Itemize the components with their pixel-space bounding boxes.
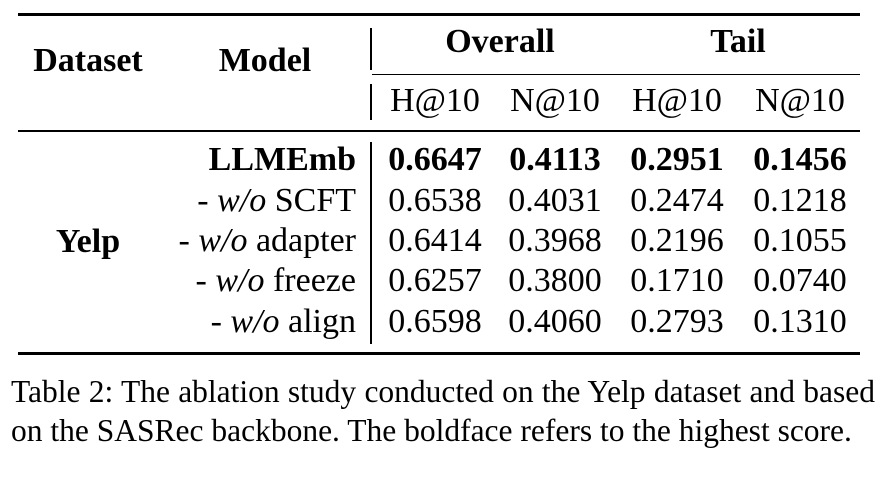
- header-group-overall: Overall: [445, 23, 555, 60]
- table-cell: 0.6647: [388, 141, 482, 178]
- header-metric-tail-ndcg: N@10: [755, 82, 845, 119]
- table-cell: 0.4031: [508, 182, 602, 219]
- table-cell: 0.1710: [630, 262, 724, 299]
- table-cell: 0.2196: [630, 222, 724, 259]
- header-rule: [18, 130, 860, 132]
- header-metric-overall-ndcg: N@10: [510, 82, 600, 119]
- table-cell: 0.1456: [753, 141, 847, 178]
- table-cell: 0.4113: [509, 141, 601, 178]
- header-metric-overall-hit: H@10: [390, 82, 480, 119]
- table-cell: 0.3968: [508, 222, 602, 259]
- column-separator: [370, 84, 372, 120]
- column-separator: [370, 142, 372, 344]
- model-name-wo-freeze: - w/o freeze: [195, 262, 356, 299]
- table-cell: 0.4060: [508, 303, 602, 340]
- table-cell: 0.6538: [388, 182, 482, 219]
- header-dataset: Dataset: [33, 42, 143, 79]
- table-cell: 0.6598: [388, 303, 482, 340]
- header-metric-tail-hit: H@10: [632, 82, 722, 119]
- group-underline: [372, 74, 860, 75]
- bottom-rule: [18, 352, 860, 355]
- table-cell: 0.6414: [388, 222, 482, 259]
- table-cell: 0.6257: [388, 262, 482, 299]
- table-cell: 0.3800: [508, 262, 602, 299]
- table-cell: 0.2474: [630, 182, 724, 219]
- model-name-full: LLMEmb: [208, 141, 356, 178]
- table-cell: 0.2951: [630, 141, 724, 178]
- top-rule: [18, 13, 860, 16]
- model-name-wo-align: - w/o align: [210, 303, 356, 340]
- dataset-label: Yelp: [55, 223, 121, 260]
- header-model: Model: [218, 42, 312, 79]
- table-cell: 0.0740: [753, 262, 847, 299]
- table-caption: Table 2: The ablation study conducted on…: [11, 374, 875, 448]
- column-separator: [370, 28, 372, 70]
- table-cell: 0.1055: [753, 222, 847, 259]
- model-name-wo-adapter: - w/o adapter: [178, 222, 357, 259]
- table-cell: 0.2793: [630, 303, 724, 340]
- header-group-tail: Tail: [710, 23, 766, 60]
- table-cell: 0.1310: [753, 303, 847, 340]
- table-cell: 0.1218: [753, 182, 847, 219]
- model-name-wo-scft: - w/o SCFT: [197, 182, 356, 219]
